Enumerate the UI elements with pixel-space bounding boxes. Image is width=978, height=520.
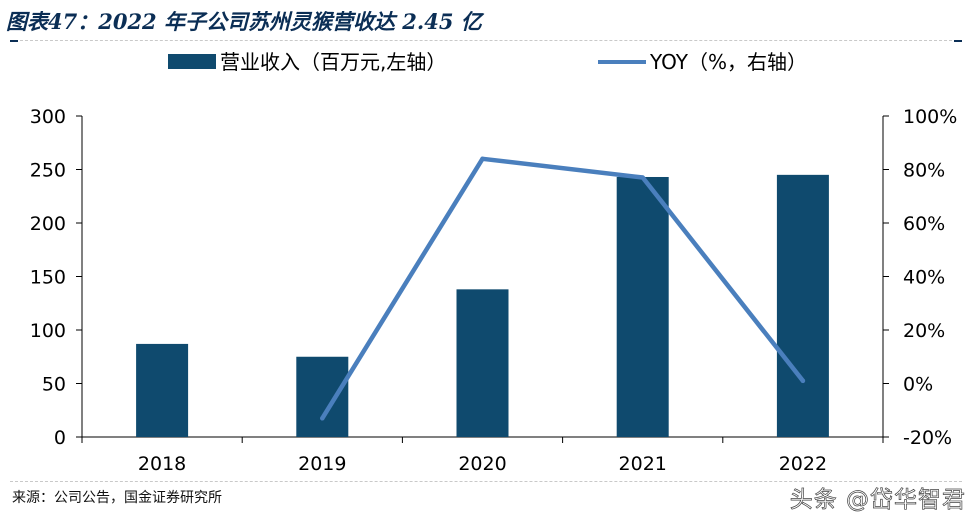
source-note: 来源：公司公告，国金证券研究所 — [12, 490, 222, 506]
right-axis-tick-label: 80% — [903, 160, 945, 182]
legend-label-revenue: 营业收入（百万元,左轴） — [220, 50, 446, 74]
bar-2019 — [296, 356, 349, 437]
x-axis-tick-label: 2020 — [458, 453, 506, 475]
legend-swatch-revenue — [168, 54, 216, 69]
x-axis: 2018 2019 2020 2021 2022 — [81, 436, 884, 475]
bar-2018 — [136, 343, 189, 437]
yoy-point-2021 — [640, 175, 645, 180]
yoy-point-2019 — [320, 416, 325, 421]
yoy-line-series — [320, 156, 806, 421]
right-axis-tick-label: 0% — [903, 374, 933, 396]
right-axis-tick-label: 100% — [903, 106, 957, 128]
yoy-point-2020 — [480, 156, 485, 161]
right-axis: -20% 0% 20% 40% 60% 80% 100% — [882, 106, 957, 449]
x-axis-tick-label: 2018 — [138, 453, 186, 475]
chart-title: 图表47：2022 年子公司苏州灵猴营收达 2.45 亿 — [6, 9, 482, 34]
left-axis-tick-label: 150 — [30, 267, 66, 289]
right-axis-tick-label: -20% — [903, 427, 952, 449]
bar-2020 — [456, 289, 509, 437]
x-axis-tick-label: 2022 — [779, 453, 827, 475]
left-axis-tick-label: 50 — [42, 374, 66, 396]
x-axis-tick-label: 2021 — [619, 453, 667, 475]
legend: 营业收入（百万元,左轴） YOY（%，右轴） — [168, 50, 807, 74]
bars — [136, 174, 829, 438]
yoy-line — [320, 156, 806, 421]
watermark: 头条 @岱华智君 — [789, 487, 966, 514]
left-axis-tick-label: 300 — [30, 106, 66, 128]
right-axis-tick-label: 40% — [903, 267, 945, 289]
header-divider-right-mark — [954, 40, 962, 42]
yoy-point-2022 — [800, 378, 806, 384]
legend-label-yoy: YOY（%，右轴） — [649, 50, 807, 74]
left-axis-tick-label: 0 — [54, 427, 66, 449]
x-axis-tick-label: 2019 — [298, 453, 346, 475]
footer-divider — [10, 481, 962, 482]
header-divider — [10, 40, 962, 41]
left-axis-tick-label: 200 — [30, 213, 66, 235]
left-axis: 0 50 100 150 200 250 300 — [30, 106, 83, 449]
left-axis-tick-label: 250 — [30, 160, 66, 182]
header-divider-left-mark — [10, 40, 18, 42]
bar-2022 — [776, 174, 829, 437]
left-axis-tick-label: 100 — [30, 320, 66, 342]
right-axis-tick-label: 60% — [903, 213, 945, 235]
right-axis-tick-label: 20% — [903, 320, 945, 342]
bar-2021 — [616, 176, 669, 438]
